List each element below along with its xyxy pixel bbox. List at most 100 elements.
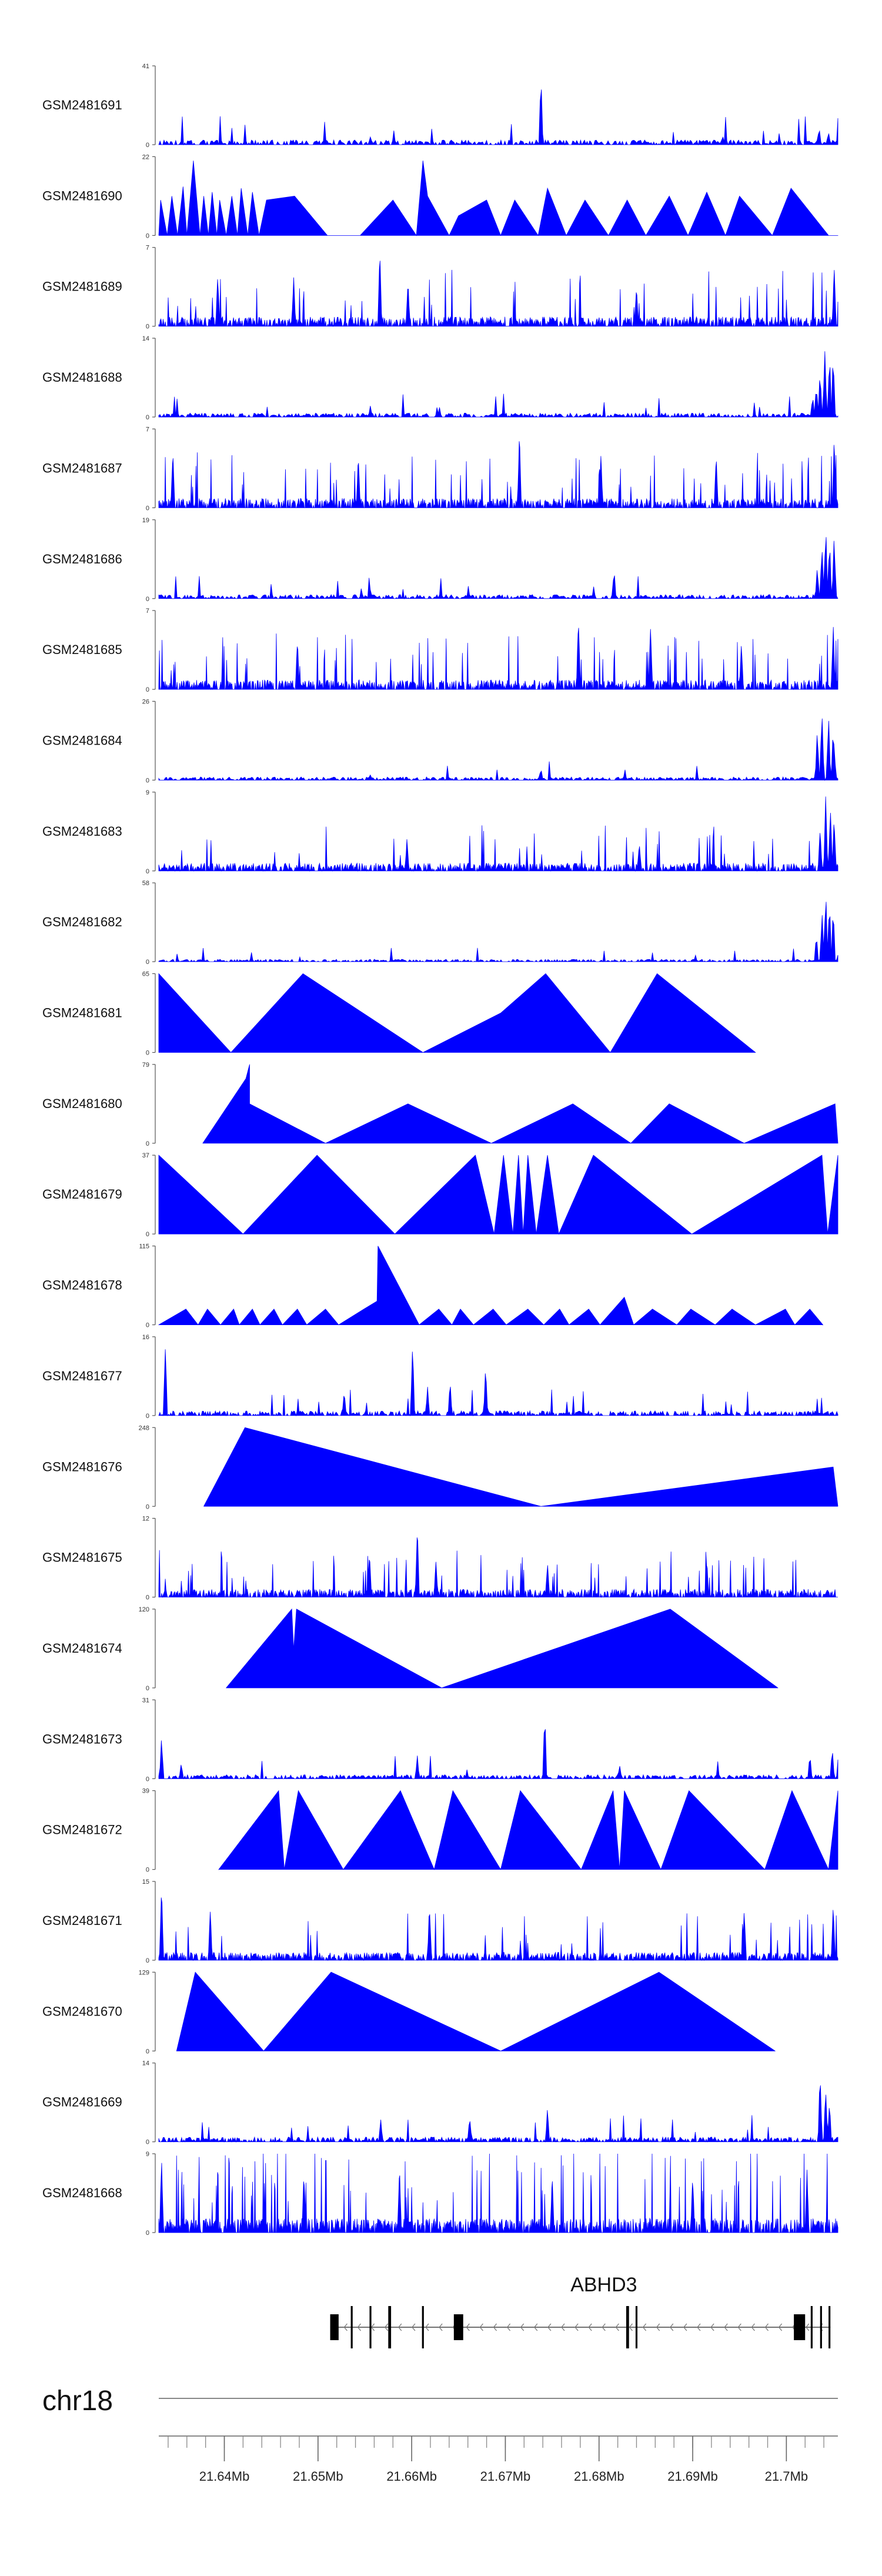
track-label: GSM2481680	[42, 1096, 122, 1111]
strand-arrow	[506, 2323, 511, 2331]
exon-block	[330, 2314, 339, 2340]
y-max-label: 15	[142, 1878, 149, 1886]
strand-arrow	[384, 2323, 389, 2331]
track-gsm2481675: GSM2481675 12 0	[42, 1516, 838, 1601]
y-min-label: 0	[146, 1867, 149, 1874]
y-min-label: 0	[146, 959, 149, 966]
strand-arrow	[778, 2323, 783, 2331]
y-max-label: 41	[142, 63, 149, 70]
track-label: GSM2481676	[42, 1459, 122, 1474]
y-min-label: 0	[146, 1685, 149, 1692]
y-max-label: 79	[142, 1062, 149, 1069]
y-min-label: 0	[146, 232, 149, 239]
axis-tick-label: 21.66Mb	[386, 2469, 437, 2484]
track-label: GSM2481687	[42, 461, 122, 475]
coverage-area	[158, 2085, 838, 2143]
strand-arrow	[642, 2323, 647, 2331]
track-label: GSM2481686	[42, 552, 122, 566]
coverage-area	[203, 1427, 838, 1507]
axis-tick-label: 21.68Mb	[574, 2469, 624, 2484]
axis-tick-label: 21.65Mb	[293, 2469, 343, 2484]
strand-arrow	[574, 2323, 579, 2331]
coverage-area	[158, 89, 838, 146]
track-label: GSM2481679	[42, 1187, 122, 1202]
strand-arrow	[466, 2323, 470, 2331]
track-gsm2481691: GSM2481691 41 0	[42, 63, 838, 149]
strand-arrow	[479, 2323, 483, 2331]
y-min-label: 0	[146, 868, 149, 875]
track-gsm2481674: GSM2481674 120 0	[42, 1606, 779, 1692]
y-max-label: 7	[146, 245, 149, 252]
track-label: GSM2481674	[42, 1641, 122, 1656]
coverage-area	[158, 718, 838, 782]
y-max-label: 9	[146, 789, 149, 796]
track-label: GSM2481669	[42, 2095, 122, 2110]
chromosome-label: chr18	[42, 2385, 113, 2417]
y-min-label: 0	[146, 1231, 149, 1238]
coverage-area	[226, 1608, 779, 1689]
coverage-area	[158, 351, 838, 418]
exon-block	[820, 2306, 822, 2348]
y-min-label: 0	[146, 1503, 149, 1510]
track-label: GSM2481681	[42, 1006, 122, 1020]
coverage-area	[158, 161, 838, 236]
track-gsm2481688: GSM2481688 14 0	[42, 335, 838, 421]
coverage-area	[158, 1537, 838, 1599]
y-max-label: 19	[142, 517, 149, 524]
strand-arrow	[697, 2323, 701, 2331]
exon-block	[422, 2306, 424, 2348]
strand-arrow	[343, 2323, 348, 2331]
genome-axis-track: chr18 21.64Mb 21.65Mb 21.66Mb 21.67Mb 21.68M…	[42, 2385, 838, 2484]
track-gsm2481679: GSM2481679 37 0	[42, 1152, 838, 1238]
y-min-label: 0	[146, 142, 149, 149]
coverage-area	[158, 627, 838, 690]
track-gsm2481685: GSM2481685 7 0	[42, 608, 838, 693]
strand-arrow	[602, 2323, 606, 2331]
strand-arrow	[425, 2323, 429, 2331]
coverage-area	[176, 1971, 776, 2051]
track-gsm2481686: GSM2481686 19 0	[42, 517, 838, 603]
track-gsm2481678: GSM2481678 115 0	[42, 1243, 823, 1329]
y-min-label: 0	[146, 1957, 149, 1964]
strand-arrow	[669, 2323, 674, 2331]
y-min-label: 0	[146, 2230, 149, 2237]
y-max-label: 22	[142, 154, 149, 161]
strand-arrow	[533, 2323, 538, 2331]
strand-arrow	[439, 2323, 443, 2331]
coverage-area	[158, 1729, 838, 1780]
track-label: GSM2481678	[42, 1278, 122, 1293]
track-gsm2481670: GSM2481670 129 0	[42, 1969, 776, 2055]
y-max-label: 14	[142, 2060, 149, 2067]
y-min-label: 0	[146, 505, 149, 512]
y-max-label: 12	[142, 1516, 149, 1523]
y-min-label: 0	[146, 414, 149, 421]
coverage-area	[158, 2153, 838, 2233]
strand-arrow	[724, 2323, 728, 2331]
track-gsm2481690: GSM2481690 22 0	[42, 154, 838, 239]
y-min-label: 0	[146, 1594, 149, 1601]
track-label: GSM2481682	[42, 915, 122, 929]
y-max-label: 14	[142, 335, 149, 342]
track-gsm2481681: GSM2481681 65 0	[42, 971, 756, 1057]
axis-tick-label: 21.69Mb	[667, 2469, 718, 2484]
strand-arrow	[588, 2323, 592, 2331]
track-gsm2481669: GSM2481669 14 0	[42, 2060, 838, 2146]
y-min-label: 0	[146, 596, 149, 603]
y-max-label: 115	[139, 1243, 149, 1250]
coverage-area	[158, 1246, 823, 1326]
exon-block	[626, 2306, 629, 2348]
coverage-area	[158, 973, 756, 1053]
exon-block	[828, 2306, 831, 2348]
coverage-area	[202, 1064, 838, 1144]
y-min-label: 0	[146, 1140, 149, 1147]
track-gsm2481672: GSM2481672 39 0	[42, 1788, 838, 1874]
coverage-area	[158, 537, 838, 600]
track-gsm2481668: GSM2481668 9 0	[42, 2151, 838, 2237]
y-min-label: 0	[146, 2139, 149, 2146]
strand-arrow	[547, 2323, 552, 2331]
track-label: GSM2481671	[42, 1913, 122, 1928]
y-min-label: 0	[146, 777, 149, 784]
track-gsm2481687: GSM2481687 7 0	[42, 426, 838, 512]
coverage-area	[158, 261, 838, 328]
